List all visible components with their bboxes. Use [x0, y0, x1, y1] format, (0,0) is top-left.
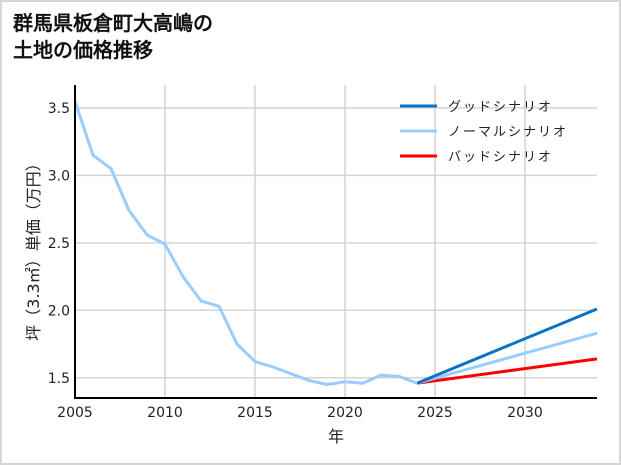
axes — [74, 85, 597, 399]
series-line — [416, 307, 598, 385]
y-tick-label: 2.0 — [48, 303, 70, 319]
x-tick-label: 2025 — [417, 405, 453, 421]
x-tick-label: 2030 — [507, 405, 543, 421]
y-axis-label: 坪（3.3㎡）単価（万円） — [24, 155, 43, 340]
legend-label: グッドシナリオ — [448, 100, 553, 115]
legend-label: バッドシナリオ — [448, 150, 553, 165]
series-lines — [73, 100, 598, 386]
series-line — [416, 357, 598, 385]
y-tick-label: 3.0 — [48, 168, 70, 184]
chart-title: 群馬県板倉町大高嶋の 土地の価格推移 — [13, 11, 213, 62]
legend-label: ノーマルシナリオ — [448, 125, 568, 140]
x-tick-label: 2010 — [147, 405, 183, 421]
x-tick-label: 2020 — [327, 405, 363, 421]
x-axis-label: 年 — [328, 427, 344, 446]
tick-labels: 2005 2010 2015 2020 2025 2030 1.5 2.0 2.5 3.0 3.5 — [48, 101, 543, 421]
y-tick-label: 1.5 — [48, 371, 70, 387]
series-line — [416, 331, 598, 385]
y-tick-label: 3.5 — [48, 101, 70, 117]
y-tick-label: 2.5 — [48, 236, 70, 252]
series-line — [73, 100, 418, 386]
x-tick-label: 2015 — [237, 405, 273, 421]
x-tick-label: 2005 — [57, 405, 93, 421]
